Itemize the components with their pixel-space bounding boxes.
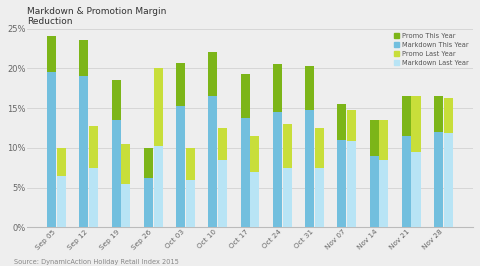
Bar [176,63,185,106]
Bar [370,156,379,227]
Bar [379,120,388,160]
Text: Source: DynamicAction Holiday Retail Index 2015: Source: DynamicAction Holiday Retail Ind… [14,259,179,265]
Bar [434,132,443,227]
Bar [79,76,88,227]
Bar [186,148,195,180]
Bar [218,160,227,227]
Bar [283,124,291,168]
Legend: Promo This Year, Markdown This Year, Promo Last Year, Markdown Last Year: Promo This Year, Markdown This Year, Pro… [392,32,470,68]
Bar [218,128,227,160]
Bar [79,40,88,76]
Bar [250,136,259,172]
Bar [411,96,420,152]
Bar [347,110,356,142]
Bar [305,110,314,227]
Text: Markdown & Promotion Margin
Reduction: Markdown & Promotion Margin Reduction [27,7,166,26]
Bar [121,144,130,184]
Bar [47,36,56,72]
Bar [144,148,153,178]
Bar [89,126,98,168]
Bar [57,148,66,176]
Bar [305,66,314,110]
Bar [144,178,153,227]
Bar [273,64,282,112]
Bar [273,112,282,227]
Bar [208,96,217,227]
Bar [208,52,217,96]
Bar [315,128,324,168]
Bar [283,168,291,227]
Bar [337,140,347,227]
Bar [434,96,443,132]
Bar [240,74,250,118]
Bar [444,134,453,227]
Bar [112,80,120,120]
Bar [250,172,259,227]
Bar [154,146,163,227]
Bar [240,118,250,227]
Bar [337,104,347,140]
Bar [186,180,195,227]
Bar [154,68,163,146]
Bar [176,106,185,227]
Bar [379,160,388,227]
Bar [112,120,120,227]
Bar [347,142,356,227]
Bar [370,120,379,156]
Bar [57,176,66,227]
Bar [315,168,324,227]
Bar [444,98,453,134]
Bar [402,136,411,227]
Bar [411,152,420,227]
Bar [47,72,56,227]
Bar [89,168,98,227]
Bar [402,96,411,136]
Bar [121,184,130,227]
